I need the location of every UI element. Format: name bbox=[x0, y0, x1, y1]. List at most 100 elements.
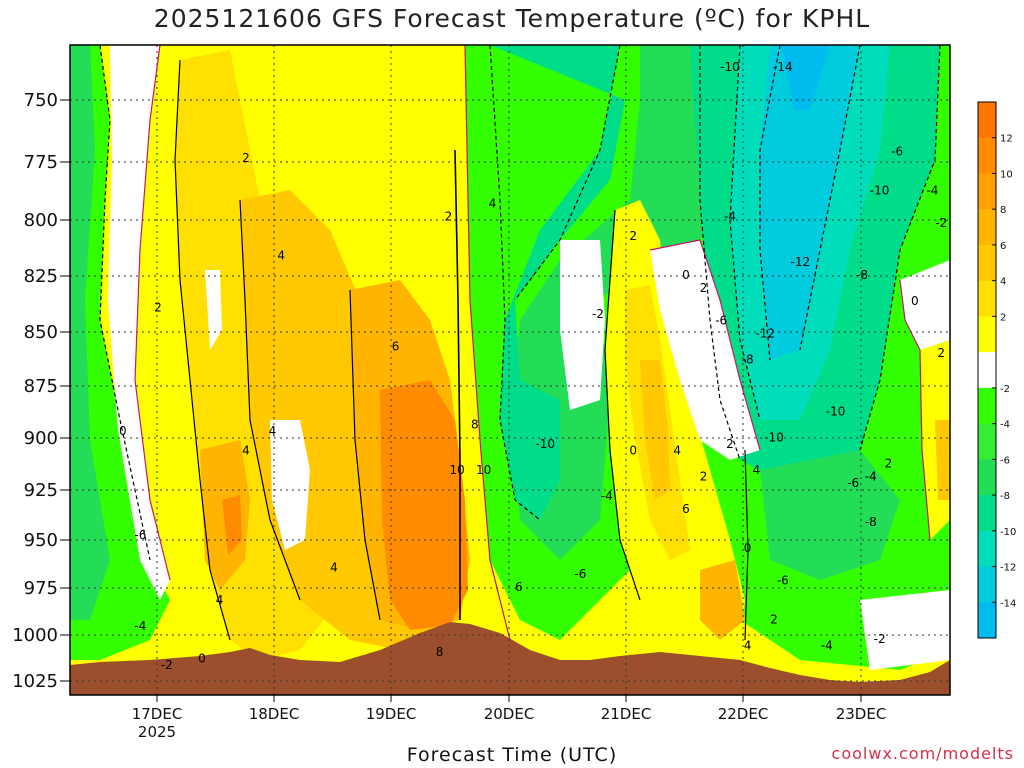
contour-label: 2 bbox=[700, 281, 708, 295]
chart-title: 2025121606 GFS Forecast Temperature (ºC)… bbox=[153, 4, 871, 33]
y-tick-label: 900 bbox=[24, 428, 58, 449]
contour-label: 4 bbox=[242, 444, 250, 458]
y-axis: 750 775 800 825 850 875 900 925 950 975 … bbox=[12, 90, 70, 692]
colorbar-tick-label: -12 bbox=[1000, 563, 1016, 574]
colorbar: 12 10 8 6 4 2 -2 -4 -6 -8 -10 -12 -14 bbox=[977, 101, 1016, 639]
contour-label: 8 bbox=[471, 418, 479, 432]
colorbar-swatch bbox=[978, 244, 996, 282]
x-tick-label: 19DEC bbox=[366, 705, 417, 723]
contour-label: -10 bbox=[720, 60, 740, 74]
contour-label: 4 bbox=[753, 463, 761, 477]
colorbar-swatch bbox=[978, 566, 996, 603]
x-tick-label: 17DEC bbox=[132, 705, 183, 723]
contour-label: 2 bbox=[629, 229, 637, 243]
contour-label: 0 bbox=[119, 424, 127, 438]
plot-fill bbox=[70, 45, 950, 695]
colorbar-tick-label: 8 bbox=[1000, 205, 1006, 216]
contour-label: 2 bbox=[700, 470, 708, 484]
contour-label: -2 bbox=[592, 307, 604, 321]
colorbar-frame bbox=[977, 101, 997, 639]
colorbar-swatch bbox=[978, 602, 996, 639]
x-tick-label: 20DEC bbox=[484, 705, 535, 723]
x-tick-label: 18DEC bbox=[249, 705, 300, 723]
colorbar-swatch bbox=[978, 137, 996, 174]
colorbar-tick-label: 2 bbox=[1000, 312, 1006, 323]
x-tick-label: 23DEC bbox=[836, 705, 887, 723]
contour-label: -4 bbox=[134, 619, 146, 633]
y-tick-label: 825 bbox=[24, 266, 58, 287]
colorbar-swatch bbox=[978, 423, 996, 460]
y-tick-label: 775 bbox=[24, 152, 58, 173]
colorbar-tick-label: 4 bbox=[1000, 277, 1006, 288]
contour-label: 6 bbox=[515, 580, 523, 594]
plot-frame bbox=[69, 44, 951, 696]
contour-label: 4 bbox=[489, 197, 497, 211]
colorbar-swatch bbox=[978, 352, 996, 389]
contour-label: -4 bbox=[601, 489, 613, 503]
colorbar-tick-label: -6 bbox=[1000, 455, 1010, 466]
contour-label: -8 bbox=[742, 353, 754, 367]
contour-label: -10 bbox=[535, 437, 555, 451]
x-tick-label: 22DEC bbox=[718, 705, 769, 723]
contour-label: 2 bbox=[242, 151, 250, 165]
contour-label: -8 bbox=[856, 268, 868, 282]
contour-label: 6 bbox=[392, 340, 400, 354]
contour-label: -6 bbox=[574, 567, 586, 581]
contour-label: -6 bbox=[847, 476, 859, 490]
contour-label: 10 bbox=[476, 463, 491, 477]
contour-label: -6 bbox=[134, 528, 146, 542]
y-tick-label: 750 bbox=[24, 90, 58, 111]
contour-label: 0 bbox=[744, 541, 752, 555]
colorbar-tick-label: 6 bbox=[1000, 241, 1006, 252]
contour-label: 2 bbox=[770, 613, 778, 627]
contour-label: -12 bbox=[791, 255, 811, 269]
contour-label: -6 bbox=[777, 574, 789, 588]
contour-label: -2 bbox=[874, 632, 886, 646]
colorbar-swatch bbox=[978, 387, 996, 425]
contour-label: -10 bbox=[764, 431, 784, 445]
x-tick-sublabel: 2025 bbox=[138, 723, 176, 741]
colorbar-swatch bbox=[978, 209, 996, 246]
contour-label: -14 bbox=[773, 60, 793, 74]
contour-label: 2 bbox=[726, 437, 734, 451]
y-tick-label: 975 bbox=[24, 578, 58, 599]
x-axis-title: Forecast Time (UTC) bbox=[406, 744, 618, 766]
source-credit: coolwx.com/modelts bbox=[831, 744, 1014, 763]
y-tick-label: 850 bbox=[24, 322, 58, 343]
contour-label: 2 bbox=[885, 457, 893, 471]
colorbar-tick-label: 10 bbox=[1000, 169, 1013, 180]
colorbar-swatch bbox=[978, 495, 996, 532]
colorbar-swatch bbox=[978, 280, 996, 317]
colorbar-tick-label: -8 bbox=[1000, 491, 1010, 502]
contour-label: -4 bbox=[821, 639, 833, 653]
contour-label: 4 bbox=[216, 593, 224, 607]
contour-label: -10 bbox=[826, 405, 846, 419]
colorbar-swatch bbox=[978, 102, 996, 139]
x-axis: 17DEC 2025 18DEC 19DEC 20DEC 21DEC 22DEC… bbox=[132, 695, 887, 741]
contour-label: 0 bbox=[682, 268, 690, 282]
colorbar-swatch bbox=[978, 530, 996, 568]
contour-label: 2 bbox=[154, 301, 162, 315]
contour-label: -2 bbox=[161, 658, 173, 672]
contour-label: -10 bbox=[870, 184, 890, 198]
y-tick-label: 800 bbox=[24, 210, 58, 231]
contour-label: 4 bbox=[277, 249, 285, 263]
contour-lines bbox=[99, 44, 941, 641]
colorbar-swatch bbox=[978, 316, 996, 353]
colorbar-tick-label: -2 bbox=[1000, 384, 1010, 395]
contour-label: 4 bbox=[269, 424, 277, 438]
contour-label: -12 bbox=[755, 327, 775, 341]
contour-label: -6 bbox=[715, 314, 727, 328]
contour-label: 2 bbox=[937, 346, 945, 360]
y-tick-label: 875 bbox=[24, 376, 58, 397]
contour-label: 4 bbox=[673, 444, 681, 458]
y-tick-label: 1025 bbox=[12, 671, 58, 692]
contour-label: 0 bbox=[198, 652, 206, 666]
x-tick-label: 21DEC bbox=[601, 705, 652, 723]
contour-label: 10 bbox=[450, 463, 465, 477]
contour-label: 6 bbox=[682, 502, 690, 516]
contour-label: -8 bbox=[865, 515, 877, 529]
contour-label: 0 bbox=[629, 444, 637, 458]
